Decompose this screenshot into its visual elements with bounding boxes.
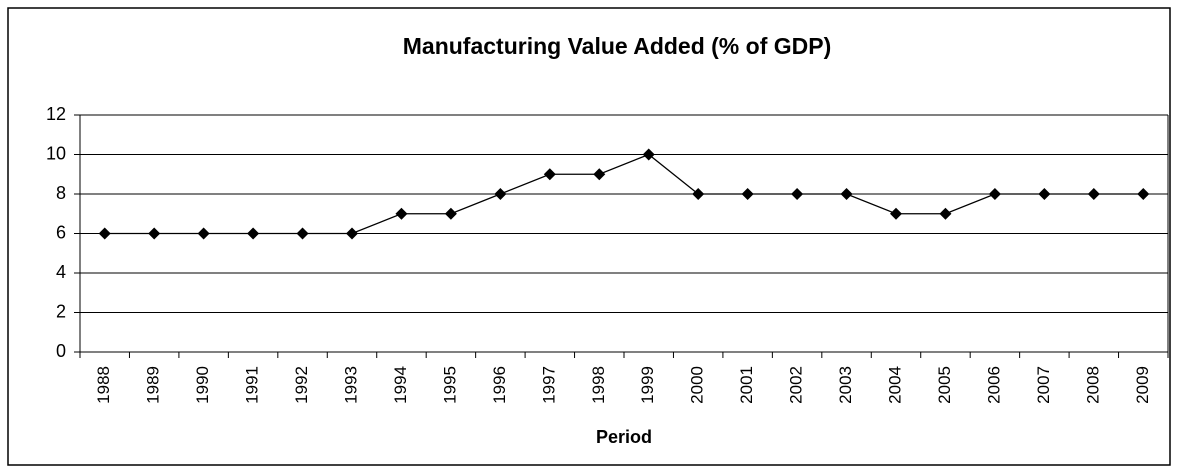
x-tick-label: 1993 xyxy=(341,366,360,404)
chart-title: Manufacturing Value Added (% of GDP) xyxy=(403,33,832,59)
x-tick-label: 1989 xyxy=(144,366,163,404)
marker xyxy=(890,207,902,220)
x-axis-label: Period xyxy=(596,427,652,447)
marker xyxy=(1038,188,1051,200)
x-tick-label: 2005 xyxy=(935,366,954,404)
x-tick-label: 1995 xyxy=(440,366,459,404)
y-tick-label: 2 xyxy=(56,301,66,321)
marker xyxy=(197,227,210,240)
marker xyxy=(98,227,111,240)
x-tick-label: 2009 xyxy=(1133,366,1152,404)
marker xyxy=(543,168,556,181)
y-tick-label: 8 xyxy=(56,183,66,203)
marker xyxy=(988,188,1001,200)
marker xyxy=(840,188,853,200)
marker xyxy=(296,227,309,240)
x-tick-label: 1990 xyxy=(193,366,212,404)
y-tick-label: 4 xyxy=(56,262,66,282)
x-tick-label: 2008 xyxy=(1083,366,1102,404)
x-tick-label: 1991 xyxy=(243,366,262,404)
x-tick-label: 2003 xyxy=(836,366,855,404)
marker xyxy=(148,227,161,240)
y-tick-label: 12 xyxy=(46,104,66,124)
x-tick-label: 2006 xyxy=(984,366,1003,404)
marker xyxy=(494,188,507,200)
x-tick-label: 1996 xyxy=(490,366,509,404)
marker xyxy=(1137,188,1150,200)
x-tick-label: 1998 xyxy=(589,366,608,404)
x-tick-label: 2007 xyxy=(1034,366,1053,404)
marker xyxy=(642,148,655,161)
x-tick-label: 2001 xyxy=(737,366,756,404)
y-tick-label: 10 xyxy=(46,143,66,163)
marker xyxy=(1087,188,1100,200)
x-tick-label: 1999 xyxy=(638,366,657,404)
x-tick-label: 1992 xyxy=(292,366,311,404)
x-tick-label: 1994 xyxy=(391,366,410,404)
marker xyxy=(791,188,804,200)
x-tick-label: 2000 xyxy=(688,366,707,404)
x-tick-label: 1988 xyxy=(94,366,113,404)
marker xyxy=(939,207,952,220)
marker xyxy=(247,227,260,240)
y-tick-label: 6 xyxy=(56,222,66,242)
marker xyxy=(346,227,358,240)
marker xyxy=(741,188,754,200)
y-tick-label: 0 xyxy=(56,341,66,361)
marker xyxy=(395,207,408,220)
marker xyxy=(444,207,457,220)
x-tick-label: 2002 xyxy=(787,366,806,404)
line-series xyxy=(104,153,1144,235)
marker xyxy=(593,168,606,181)
x-tick-label: 2004 xyxy=(885,366,904,404)
marker xyxy=(692,188,705,200)
x-tick-label: 1997 xyxy=(539,366,558,404)
